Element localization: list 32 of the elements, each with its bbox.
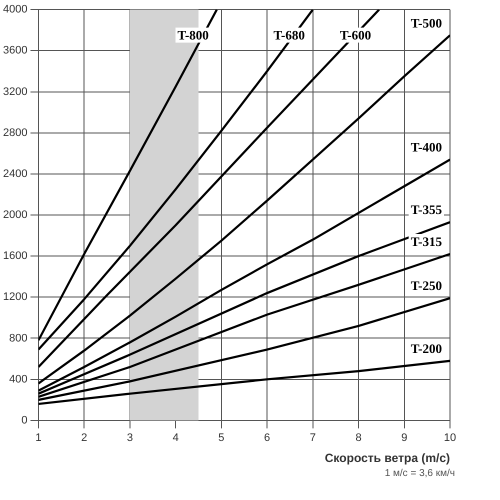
x-tick-label: 6 xyxy=(264,432,270,444)
x-tick-label: 8 xyxy=(355,432,362,444)
x-tick-label: 7 xyxy=(310,432,316,444)
series-label: T-800 xyxy=(177,28,209,43)
x-tick-label: 5 xyxy=(218,432,224,444)
x-tick-label: 1 xyxy=(35,432,42,444)
series-label: T-600 xyxy=(340,28,372,43)
y-tick-label: 3200 xyxy=(2,86,28,98)
y-tick-label: 1200 xyxy=(2,291,28,304)
x-tick-label: 10 xyxy=(444,432,456,444)
x-axis-title: Скорость ветра (m/c) xyxy=(324,451,450,466)
x-tick-label: 3 xyxy=(126,432,133,444)
series-label: T-315 xyxy=(410,234,442,250)
x-tick-label: 2 xyxy=(81,432,88,444)
y-tick-label: 800 xyxy=(9,332,28,344)
x-tick-label: 9 xyxy=(401,432,408,444)
series-label: T-250 xyxy=(410,278,442,294)
y-tick-label: 0 xyxy=(21,414,28,426)
series-label: T-500 xyxy=(410,15,442,30)
y-tick-label: 400 xyxy=(9,373,28,386)
text: 1 м/с = 3,6 км/ч xyxy=(384,468,455,479)
series-label: T-400 xyxy=(410,140,442,155)
series-label: T-355 xyxy=(410,202,442,218)
y-tick-label: 2000 xyxy=(2,209,28,222)
series-label: T-200 xyxy=(410,340,442,356)
series-label: T-680 xyxy=(274,28,305,43)
y-tick-label: 2400 xyxy=(2,168,28,180)
y-tick-label: 4000 xyxy=(2,4,28,16)
x-tick-label: 4 xyxy=(172,432,179,444)
y-tick-label: 2800 xyxy=(2,126,28,139)
y-tick-label: 1600 xyxy=(2,250,28,262)
y-tick-label: 3600 xyxy=(2,44,28,57)
